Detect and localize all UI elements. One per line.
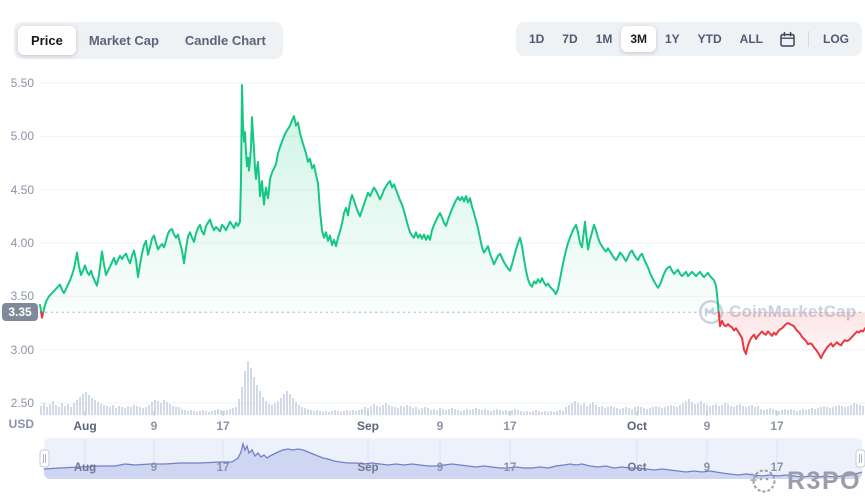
x-axis-label: 17 xyxy=(216,419,230,433)
navigator-handle-left[interactable] xyxy=(39,449,50,468)
r3po-logo-text: R3PO xyxy=(787,466,862,495)
range-1m[interactable]: 1M xyxy=(587,26,622,52)
navigator-label: Aug xyxy=(73,462,97,474)
navigator-label: Sep xyxy=(357,462,379,474)
x-axis-label: Aug xyxy=(73,419,97,433)
navigator-label: 9 xyxy=(436,462,444,474)
navigator-label: Oct xyxy=(627,462,647,474)
x-axis-ticks xyxy=(84,411,778,416)
navigator-label: 17 xyxy=(503,462,517,474)
x-axis-label: 17 xyxy=(770,419,784,433)
navigator-handle-right[interactable] xyxy=(855,449,865,468)
range-3m[interactable]: 3M xyxy=(621,26,656,52)
y-axis-label: 3.00 xyxy=(10,342,34,357)
y-axis-label: 4.00 xyxy=(10,236,34,250)
navigator-label: 17 xyxy=(770,462,784,474)
tab-price[interactable]: Price xyxy=(18,26,76,55)
range-all[interactable]: ALL xyxy=(731,26,772,52)
r3po-logo: R3PO xyxy=(748,466,861,496)
x-axis-label: 9 xyxy=(150,419,158,433)
navigator-label: 17 xyxy=(216,462,230,474)
range-1d[interactable]: 1D xyxy=(520,26,553,52)
x-axis-label: 17 xyxy=(503,419,517,433)
range-controls: 1D 7D 1M 3M 1Y YTD ALL LOG xyxy=(515,22,862,56)
y-axis-label: 2.50 xyxy=(10,396,34,410)
calendar-button[interactable] xyxy=(772,27,803,52)
r3po-logo-icon xyxy=(750,469,776,493)
range-7d[interactable]: 7D xyxy=(553,26,586,52)
y-axis-label: 5.00 xyxy=(10,129,34,144)
chart-type-tabs: Price Market Cap Candle Chart xyxy=(14,22,283,59)
x-axis-label: Sep xyxy=(356,419,380,433)
range-ytd[interactable]: YTD xyxy=(689,26,731,52)
tab-candle-chart[interactable]: Candle Chart xyxy=(172,26,279,55)
y-axis-label: 4.50 xyxy=(10,182,34,197)
price-area-up xyxy=(40,85,865,313)
current-price-badge: 3.35 xyxy=(2,303,38,322)
price-area-down xyxy=(40,312,865,359)
x-axis-label: 9 xyxy=(703,419,711,433)
navigator-label: 9 xyxy=(703,462,711,474)
x-axis-label: 9 xyxy=(436,419,444,433)
price-line xyxy=(39,84,865,360)
y-axis-label: 3.50 xyxy=(10,289,34,304)
x-axis-label: Oct xyxy=(626,419,648,433)
volume-bars xyxy=(40,361,864,415)
range-1y[interactable]: 1Y xyxy=(656,26,689,52)
calendar-icon xyxy=(780,31,795,47)
usd-axis-label: USD xyxy=(8,417,34,431)
tab-market-cap[interactable]: Market Cap xyxy=(76,26,172,55)
log-scale-button[interactable]: LOG xyxy=(814,26,858,52)
toolbar-divider xyxy=(808,31,809,47)
navigator-label: 9 xyxy=(150,462,158,474)
y-axis-label: 5.50 xyxy=(10,76,34,90)
navigator-minimap[interactable] xyxy=(39,438,865,479)
